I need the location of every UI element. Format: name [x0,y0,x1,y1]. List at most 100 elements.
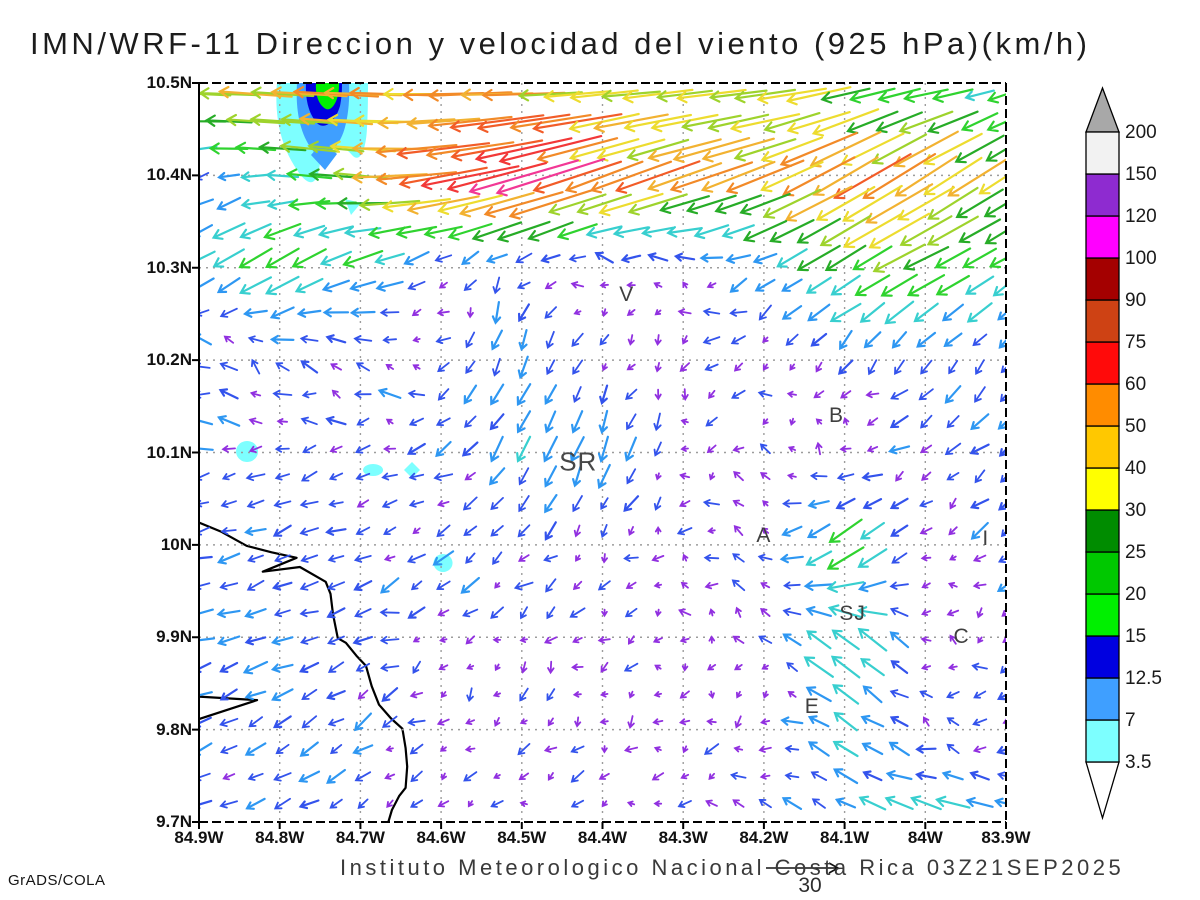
wind-arrow [983,202,1006,218]
wind-arrow [679,362,690,372]
wind-arrow [600,89,661,103]
wind-arrow [266,199,298,210]
wind-arrow [516,435,532,463]
wind-arrow [758,798,772,809]
wind-arrow [546,688,556,702]
wind-arrow [807,741,830,757]
wind-arrow [353,554,372,563]
wind-arrow [269,306,295,320]
wind-arrow [971,662,988,671]
wind-arrow [842,184,903,222]
wind-arrow [599,281,609,289]
wind-arrow [732,635,745,644]
wind-arrow [327,581,345,591]
wind-arrow [409,691,424,699]
wind-arrow [884,795,914,810]
wind-arrow [701,137,775,163]
wind-arrow [623,495,640,512]
wind-arrow [752,252,778,265]
wind-arrow [920,359,933,375]
wind-arrow [758,635,773,644]
wind-arrow [969,498,990,510]
wind-arrow [494,582,501,589]
colorbar-tick-label: 100 [1125,248,1157,269]
wind-arrow [946,472,960,481]
wind-arrow [628,526,635,537]
wind-arrow [923,156,983,196]
wind-arrow [383,554,396,562]
wind-arrow [247,772,264,781]
wind-arrow [762,363,769,371]
wind-arrow [543,435,558,463]
wind-arrow [437,800,450,808]
wind-speed-shading [404,462,420,478]
y-axis-tick-label: 10.3N [146,257,192,277]
wind-arrow [377,116,456,130]
wind-arrow [385,363,394,371]
wind-arrow [761,527,770,534]
colorbar-tick-label: 50 [1125,416,1146,437]
wind-arrow [490,606,504,619]
wind-arrow [199,526,210,536]
wind-arrow [708,472,716,481]
wind-arrow [626,468,637,485]
wind-arrow [996,746,1006,755]
colorbar-box [1085,341,1120,385]
wind-arrow [809,130,882,168]
wind-arrow [437,388,450,401]
y-axis-tick-label: 10.5N [146,73,192,92]
wind-arrow [494,663,501,672]
wind-arrow [356,417,370,426]
colorbar-box [1085,677,1120,721]
wind-arrow [646,162,723,192]
wind-arrow [891,331,908,349]
wind-arrow [326,607,346,619]
wind-arrow [834,797,857,809]
wind-arrow [322,307,350,318]
wind-arrow [244,742,267,756]
wind-arrow [540,254,561,264]
wind-arrow [729,308,748,317]
wind-arrow [760,718,771,726]
wind-arrow [239,171,271,182]
wind-arrow [787,691,797,698]
wind-arrow [915,744,937,754]
wind-arrow [811,798,826,809]
wind-arrow [946,691,960,699]
wind-arrow [679,636,690,644]
wind-arrow [947,663,958,671]
station-label-v: V [619,283,635,307]
wind-arrow [815,361,823,373]
wind-arrow [273,772,292,782]
wind-arrow [492,276,501,295]
wind-arrow [513,581,534,591]
wind-arrow [517,89,583,102]
wind-arrow [972,745,987,753]
wind-arrow [515,252,533,264]
wind-arrow [839,329,853,351]
colorbar-tick-label: 12.5 [1125,668,1162,689]
wind-arrow [222,773,236,781]
wind-arrow [626,281,636,289]
wind-arrow [519,687,529,702]
wind-arrow [199,742,213,756]
wind-arrow [733,362,744,372]
wind-arrow [830,274,861,296]
wind-arrow [964,275,995,295]
wind-arrow [700,160,776,193]
colorbar-box [1085,425,1120,469]
wind-arrow [969,443,990,455]
wind-arrow [784,772,800,780]
wind-arrow [270,663,294,673]
wind-arrow [789,363,796,371]
wind-arrow [490,800,504,808]
wind-arrow [463,525,478,536]
wind-arrow [449,114,545,133]
wind-arrow [779,131,858,167]
wind-arrow [829,302,862,323]
wind-arrow [329,798,343,809]
wind-arrow [803,580,834,591]
wind-arrow [708,690,715,700]
x-axis-tick-label: 84.7W [335,828,385,847]
wind-arrow [655,89,713,103]
